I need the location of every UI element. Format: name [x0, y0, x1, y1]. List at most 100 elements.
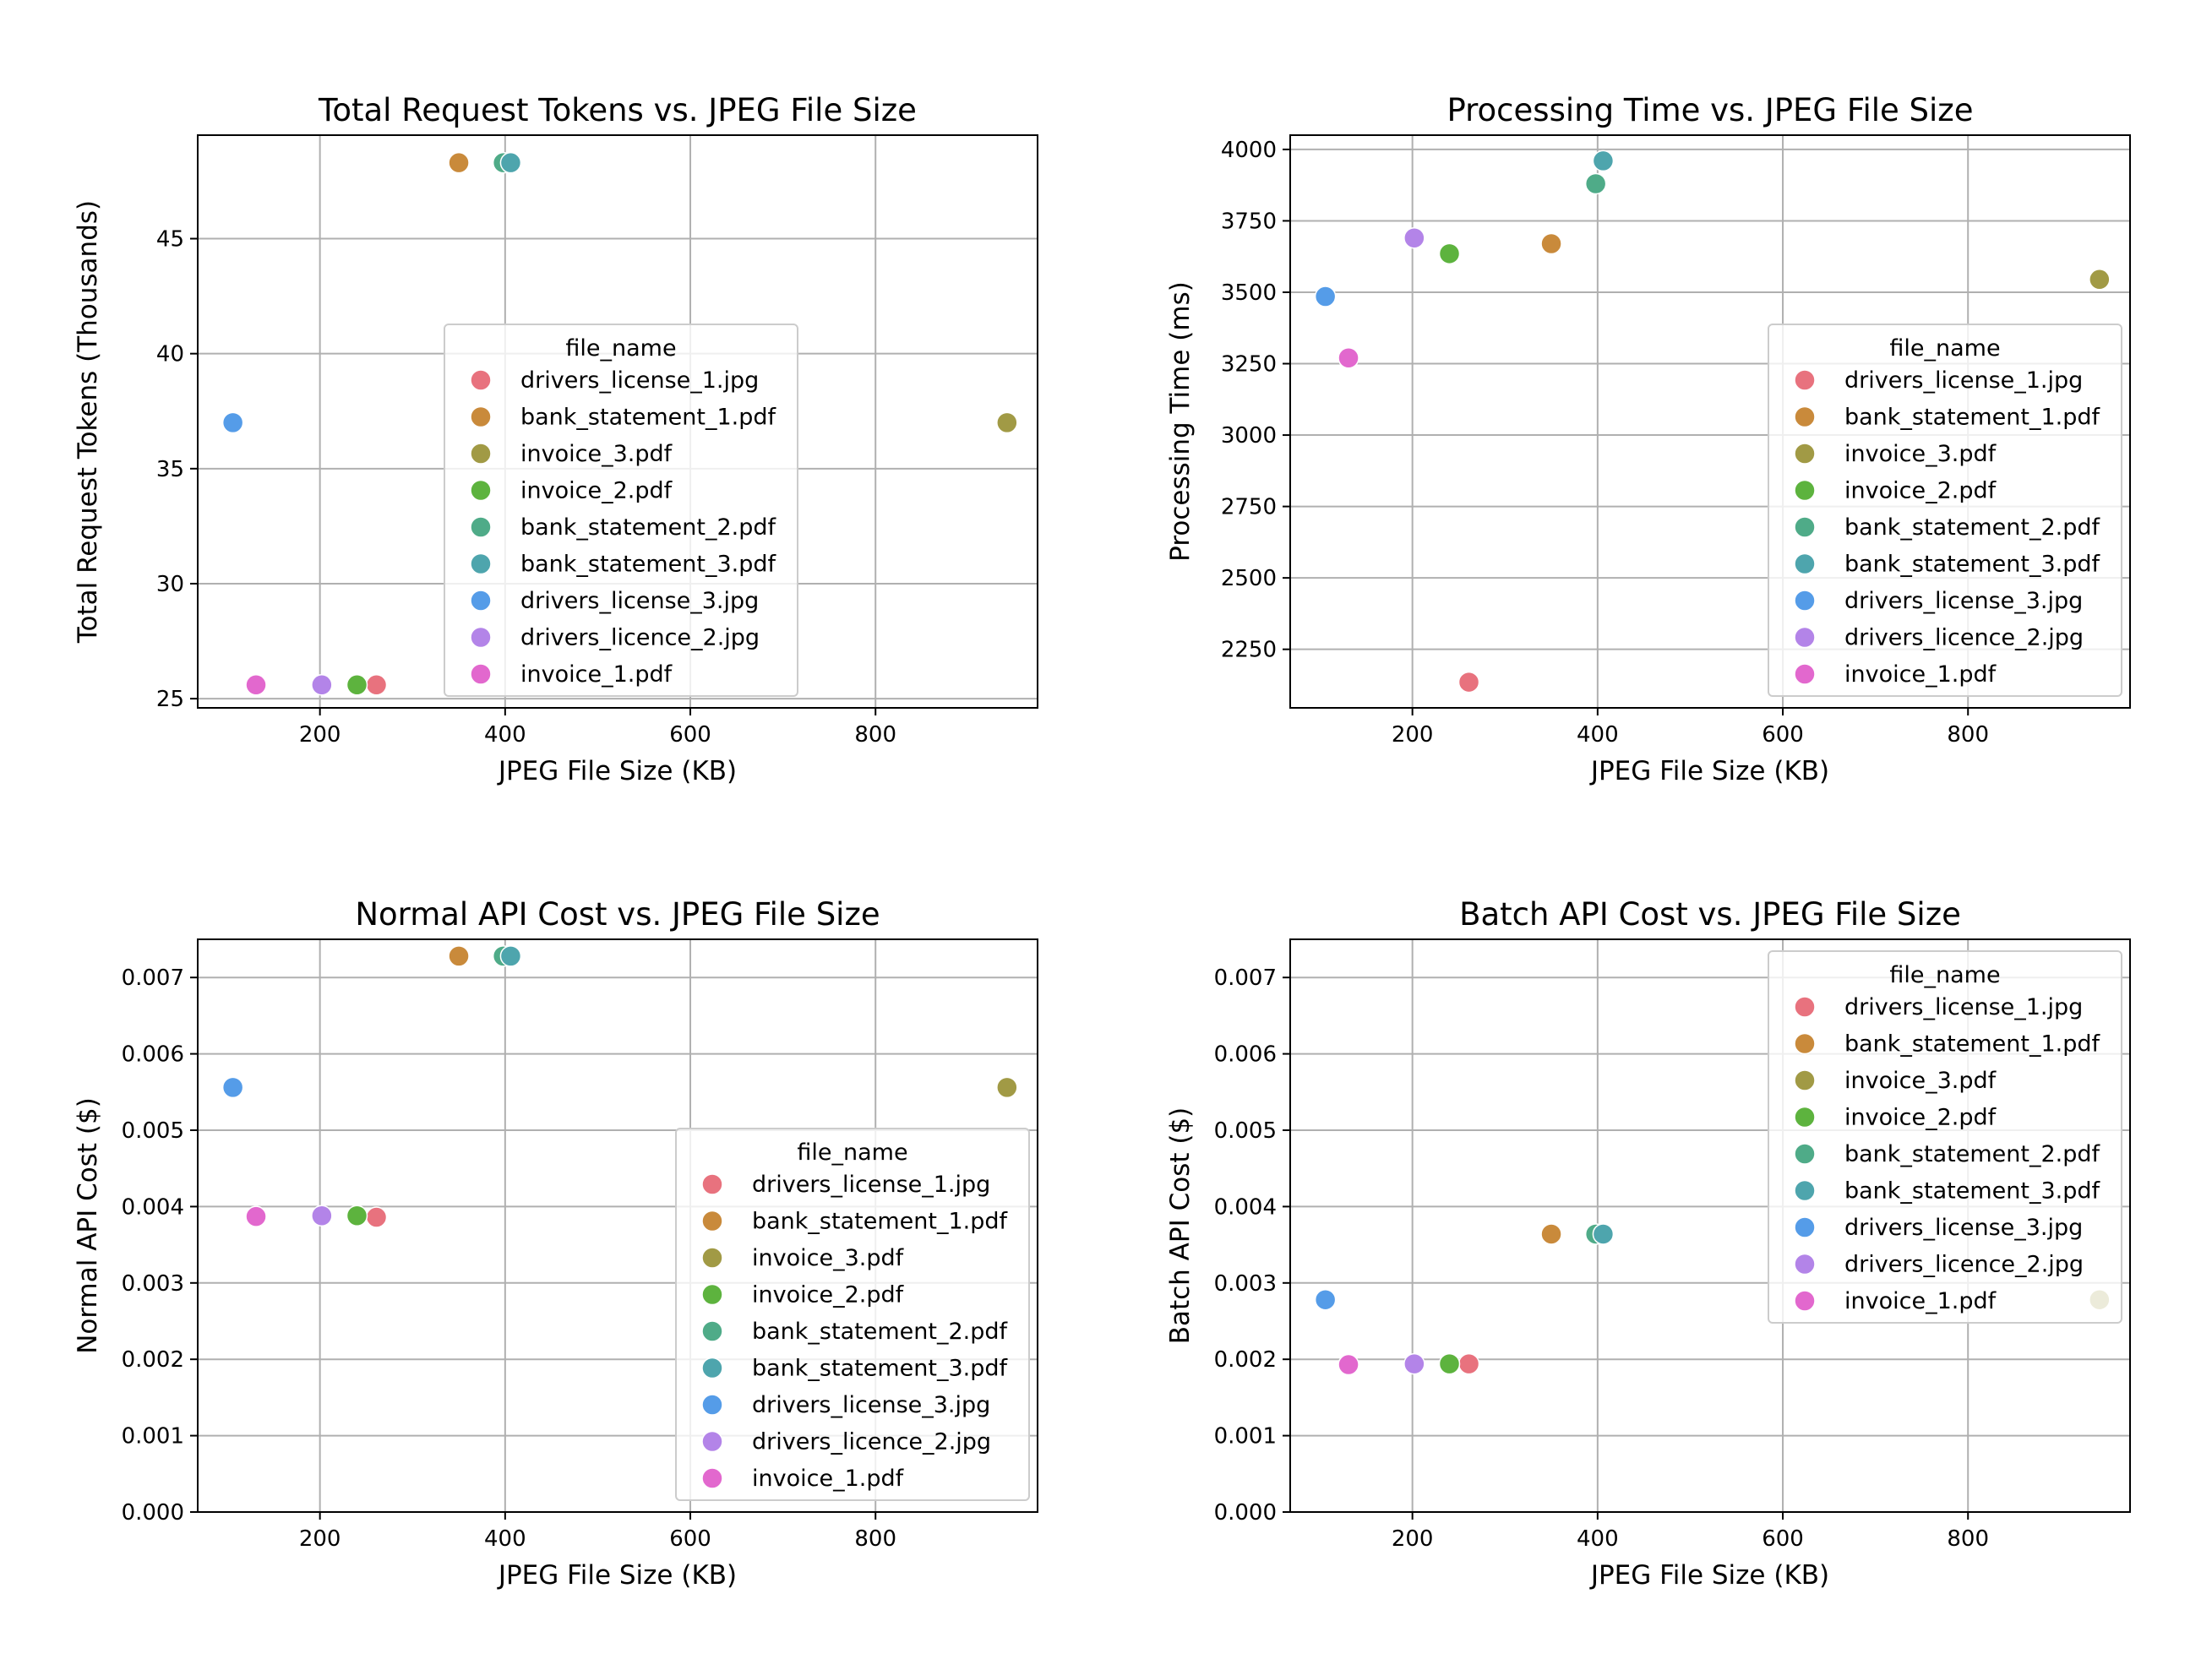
data-point-invoice-1-pdf[interactable]	[245, 674, 267, 696]
legend-marker-drivers-license-3-jpg	[470, 590, 492, 612]
y-tick-label: 2250	[1221, 638, 1277, 663]
y-tick-label: 0.005	[1214, 1118, 1277, 1144]
y-axis-label: Processing Time (ms)	[1165, 281, 1196, 562]
legend-marker-drivers-license-3-jpg	[1794, 590, 1816, 612]
legend-marker-invoice-1-pdf	[1794, 1290, 1816, 1312]
legend-label: drivers_license_1.jpg	[520, 367, 759, 394]
data-point-invoice-3-pdf[interactable]	[996, 1076, 1018, 1099]
legend-label: drivers_license_1.jpg	[1844, 367, 2083, 394]
legend-label: drivers_licence_2.jpg	[520, 625, 760, 651]
data-point-drivers-license-1-jpg[interactable]	[365, 674, 388, 696]
data-point-invoice-2-pdf[interactable]	[346, 674, 368, 696]
data-point-invoice-3-pdf[interactable]	[2089, 269, 2111, 291]
legend-marker-invoice-1-pdf	[470, 663, 492, 685]
data-point-drivers-license-1-jpg[interactable]	[1457, 1352, 1480, 1375]
legend-marker-drivers-licence-2-jpg	[1794, 626, 1816, 649]
data-point-drivers-licence-2-jpg[interactable]	[1403, 1352, 1425, 1375]
legend-label: invoice_3.pdf	[1844, 441, 1997, 467]
legend-marker-bank-statement-3-pdf	[1794, 1179, 1816, 1202]
data-point-bank-statement-1-pdf[interactable]	[1540, 1223, 1562, 1245]
legend-label: drivers_license_1.jpg	[752, 1172, 990, 1198]
x-tick-label: 400	[484, 722, 526, 748]
legend-label: invoice_2.pdf	[520, 478, 673, 504]
y-tick-label: 0.007	[1214, 965, 1277, 991]
legend-label: drivers_license_3.jpg	[752, 1392, 990, 1418]
legend-label: invoice_3.pdf	[520, 441, 673, 467]
legend-label: bank_statement_3.pdf	[1844, 1178, 2100, 1205]
legend-marker-invoice-2-pdf	[470, 479, 492, 502]
data-point-bank-statement-3-pdf[interactable]	[499, 151, 522, 174]
legend-marker-invoice-1-pdf	[1794, 663, 1816, 685]
legend-marker-invoice-3-pdf	[470, 443, 492, 465]
data-point-invoice-3-pdf[interactable]	[996, 411, 1018, 434]
legend-label: invoice_2.pdf	[1844, 478, 1997, 504]
data-point-invoice-2-pdf[interactable]	[346, 1205, 368, 1227]
data-point-bank-statement-1-pdf[interactable]	[1540, 232, 1562, 255]
data-point-drivers-licence-2-jpg[interactable]	[311, 1205, 333, 1227]
y-tick-label: 2500	[1221, 566, 1277, 591]
data-point-invoice-1-pdf[interactable]	[1338, 1353, 1359, 1376]
data-point-drivers-license-3-jpg[interactable]	[1314, 286, 1337, 307]
legend-label: invoice_1.pdf	[1844, 1288, 1997, 1314]
legend: file_name drivers_license_1.jpg bank_state…	[444, 324, 798, 697]
data-point-invoice-1-pdf[interactable]	[245, 1205, 267, 1227]
legend-label: invoice_1.pdf	[520, 661, 673, 688]
legend-box	[1768, 324, 2122, 697]
legend-label: bank_statement_3.pdf	[520, 552, 776, 578]
x-tick-label: 400	[1577, 1526, 1619, 1552]
legend-marker-drivers-license-1-jpg	[1794, 996, 1816, 1018]
chart-2: 200 400 600 800 2250 2500 2750 3000 3250 3500 3750…	[1165, 92, 2131, 786]
y-tick-label: 2750	[1221, 495, 1277, 520]
data-point-bank-statement-2-pdf[interactable]	[1584, 172, 1607, 195]
x-tick-label: 800	[1947, 1526, 1989, 1552]
y-tick-label: 3500	[1221, 280, 1277, 306]
legend-label: bank_statement_3.pdf	[752, 1356, 1008, 1382]
data-point-invoice-2-pdf[interactable]	[1438, 1352, 1461, 1375]
x-tick-label: 600	[669, 1526, 711, 1552]
legend-marker-bank-statement-1-pdf	[701, 1210, 723, 1232]
plot-frame	[197, 938, 1038, 1513]
data-point-drivers-license-3-jpg[interactable]	[221, 1076, 244, 1099]
data-point-drivers-licence-2-jpg[interactable]	[311, 674, 333, 696]
legend-label: invoice_3.pdf	[1844, 1068, 1997, 1094]
legend-marker-invoice-2-pdf	[701, 1283, 723, 1306]
legend-label: invoice_2.pdf	[752, 1282, 905, 1308]
legend-marker-drivers-license-3-jpg	[701, 1394, 723, 1416]
x-tick-label: 600	[1762, 722, 1804, 748]
legend-label: drivers_license_1.jpg	[1844, 994, 2083, 1020]
y-axis-label: Batch API Cost ($)	[1165, 1107, 1196, 1345]
x-tick-label: 800	[1947, 722, 1989, 748]
legend-marker-bank-statement-1-pdf	[1794, 1032, 1816, 1055]
legend-label: bank_statement_3.pdf	[1844, 552, 2100, 578]
data-point-bank-statement-1-pdf[interactable]	[448, 945, 470, 967]
data-point-bank-statement-3-pdf[interactable]	[499, 945, 522, 967]
legend-label: invoice_3.pdf	[752, 1245, 905, 1271]
legend-label: bank_statement_1.pdf	[520, 405, 776, 431]
legend: file_name drivers_license_1.jpg bank_state…	[1768, 324, 2122, 697]
data-point-bank-statement-3-pdf[interactable]	[1592, 150, 1615, 172]
plot-frame	[197, 134, 1038, 709]
x-tick-label: 400	[1577, 722, 1619, 748]
legend-marker-bank-statement-2-pdf	[1794, 516, 1816, 538]
data-point-drivers-license-1-jpg[interactable]	[365, 1206, 388, 1228]
y-tick-label: 0.002	[122, 1347, 184, 1373]
legend: file_name drivers_license_1.jpg bank_state…	[1768, 950, 2122, 1324]
data-point-drivers-licence-2-jpg[interactable]	[1403, 226, 1425, 249]
legend-marker-invoice-3-pdf	[1794, 443, 1816, 465]
data-point-invoice-1-pdf[interactable]	[1338, 347, 1359, 369]
data-point-invoice-2-pdf[interactable]	[1438, 242, 1461, 265]
chart-title: Total Request Tokens vs. JPEG File Size	[318, 92, 917, 128]
data-point-drivers-license-1-jpg[interactable]	[1457, 671, 1480, 694]
legend-label: bank_statement_1.pdf	[1844, 1031, 2100, 1058]
data-point-bank-statement-1-pdf[interactable]	[448, 151, 470, 174]
y-tick-label: 0.007	[122, 965, 184, 991]
data-point-bank-statement-3-pdf[interactable]	[1592, 1223, 1615, 1245]
chart-title: Processing Time vs. JPEG File Size	[1447, 92, 1973, 128]
x-axis-label: JPEG File Size (KB)	[497, 1560, 737, 1591]
y-tick-label: 0.006	[122, 1042, 184, 1068]
legend-marker-invoice-1-pdf	[701, 1467, 723, 1489]
data-point-drivers-license-3-jpg[interactable]	[221, 411, 244, 434]
data-point-drivers-license-3-jpg[interactable]	[1314, 1288, 1337, 1311]
legend-marker-drivers-licence-2-jpg	[1794, 1253, 1816, 1276]
